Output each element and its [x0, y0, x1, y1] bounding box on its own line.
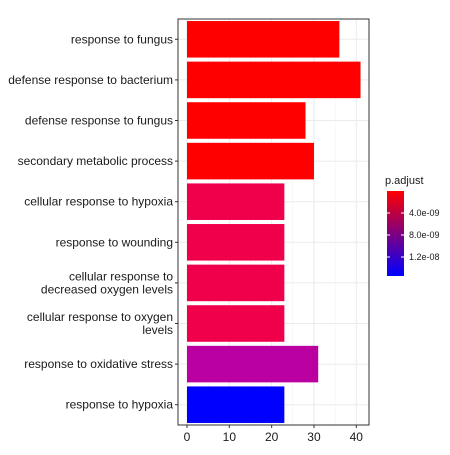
- legend-label: 1.2e-08: [409, 252, 440, 262]
- bar: [187, 61, 361, 99]
- y-axis-tick-label: response to fungus: [71, 32, 173, 46]
- y-axis-tick-label: cellular response to hypoxia: [24, 195, 173, 209]
- x-axis-tick-label: 20: [265, 430, 279, 444]
- bar: [187, 264, 285, 302]
- y-axis-tick-label: defense response to fungus: [25, 114, 173, 128]
- y-axis-tick-label: defense response to bacterium: [8, 73, 173, 87]
- legend-title: p.adjust: [385, 175, 424, 187]
- bar: [187, 386, 285, 423]
- x-axis-tick-label: 30: [307, 430, 321, 444]
- legend-colorbar: [387, 191, 404, 276]
- legend-label: 4.0e-09: [409, 208, 440, 218]
- x-axis-tick-label: 10: [223, 430, 237, 444]
- x-axis-tick-label: 0: [184, 430, 191, 444]
- bar: [187, 142, 314, 180]
- bar: [187, 21, 340, 58]
- bar: [187, 345, 319, 383]
- bar: [187, 305, 285, 342]
- bar: [187, 102, 306, 139]
- y-axis-tick-label: secondary metabolic process: [18, 154, 173, 168]
- y-axis-tick-label: response to oxidative stress: [24, 357, 173, 371]
- plot-panel-border: [177, 18, 370, 426]
- bar: [187, 183, 285, 220]
- y-axis-tick-label: cellular response to oxygen levels: [27, 310, 173, 337]
- y-axis-tick-label: response to wounding: [56, 235, 173, 249]
- bar: [187, 224, 285, 261]
- y-axis-tick-label: response to hypoxia: [66, 398, 174, 412]
- legend-label: 8.0e-09: [409, 230, 440, 240]
- y-axis-tick-label: cellular response to decreased oxygen lev…: [41, 269, 173, 296]
- x-axis-tick-label: 40: [350, 430, 364, 444]
